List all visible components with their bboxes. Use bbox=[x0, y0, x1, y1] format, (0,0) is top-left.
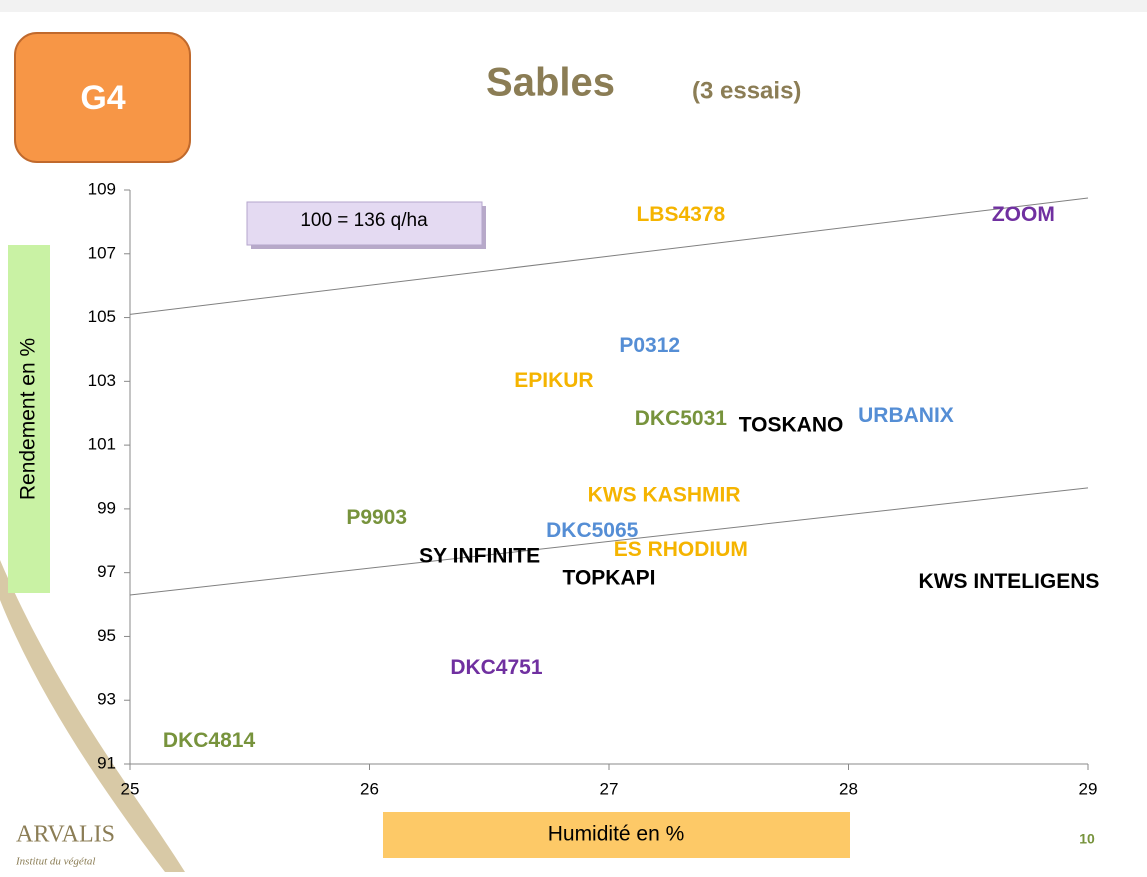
x-tick-label: 26 bbox=[360, 779, 379, 798]
point-label: ES RHODIUM bbox=[614, 538, 748, 561]
logo: ARVALIS bbox=[16, 822, 115, 848]
trend-line bbox=[129, 197, 1089, 315]
y-tick-label: 95 bbox=[97, 626, 116, 645]
x-tick-label: 25 bbox=[121, 779, 140, 798]
point-label: TOPKAPI bbox=[563, 567, 656, 590]
trend-line bbox=[129, 487, 1089, 596]
badge: G4 bbox=[80, 79, 125, 117]
point-label: URBANIX bbox=[858, 404, 954, 427]
point-label: KWS KASHMIR bbox=[588, 484, 741, 507]
logo-subtitle: Institut du végétal bbox=[15, 856, 95, 868]
x-axis-label: Humidité en % bbox=[548, 823, 685, 846]
point-label: P0312 bbox=[619, 334, 680, 357]
point-label: P9903 bbox=[346, 506, 407, 529]
annotation-box bbox=[246, 201, 483, 246]
point-label: LBS4378 bbox=[636, 203, 725, 226]
point-label: SY INFINITE bbox=[419, 544, 540, 567]
xlabel-box bbox=[383, 812, 850, 858]
y-tick-label: 109 bbox=[88, 179, 116, 198]
annotation: 100 = 136 q/ha bbox=[300, 210, 428, 231]
point-label: DKC5065 bbox=[546, 519, 639, 542]
y-tick-label: 97 bbox=[97, 562, 116, 581]
y-axis-label: Rendement en % bbox=[17, 338, 40, 500]
y-tick-label: 107 bbox=[88, 243, 116, 262]
x-tick-label: 28 bbox=[839, 779, 858, 798]
title: Sables bbox=[486, 61, 615, 105]
ylabel-box bbox=[8, 245, 50, 593]
y-tick-label: 103 bbox=[88, 371, 116, 390]
y-tick-label: 99 bbox=[97, 498, 116, 517]
y-tick-label: 101 bbox=[88, 435, 116, 454]
point-label: DKC4814 bbox=[163, 729, 256, 752]
point-label: ZOOM bbox=[992, 203, 1055, 226]
point-label: TOSKANO bbox=[739, 414, 844, 437]
x-tick-label: 29 bbox=[1079, 779, 1098, 798]
y-tick-label: 91 bbox=[97, 753, 116, 772]
y-tick-label: 93 bbox=[97, 690, 116, 709]
point-label: KWS INTELIGENS bbox=[919, 570, 1100, 593]
y-tick-label: 105 bbox=[88, 307, 116, 326]
point-label: DKC4751 bbox=[450, 656, 543, 679]
point-label: EPIKUR bbox=[514, 369, 593, 392]
page-number: 10 bbox=[1079, 831, 1095, 847]
point-label: DKC5031 bbox=[635, 407, 728, 430]
x-tick-label: 27 bbox=[600, 779, 619, 798]
subtitle: (3 essais) bbox=[692, 77, 801, 104]
badge-box bbox=[14, 32, 191, 163]
top-strip bbox=[0, 0, 1147, 12]
